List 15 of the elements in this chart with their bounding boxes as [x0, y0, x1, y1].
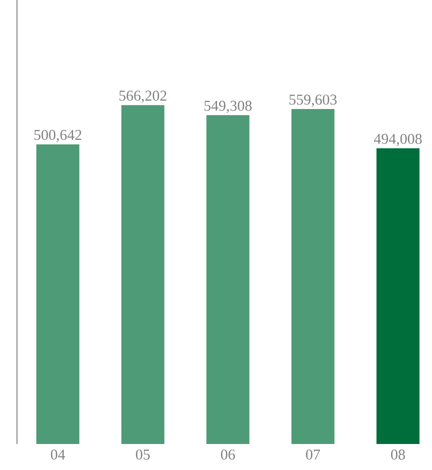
data-label: 559,603: [290, 94, 337, 107]
bar: [36, 144, 80, 444]
bar: [121, 105, 164, 444]
bar: [291, 109, 334, 444]
x-tick-label: 08: [391, 450, 405, 460]
data-label: 549,308: [204, 100, 252, 113]
data-label: 566,202: [119, 90, 166, 103]
data-label: 494,008: [374, 134, 422, 146]
bar: [376, 148, 420, 444]
x-tick-label: 07: [306, 450, 320, 460]
x-tick-label: 05: [136, 450, 150, 460]
bar: [206, 115, 250, 444]
data-label: 500,642: [34, 130, 82, 142]
x-tick-label: 06: [220, 450, 235, 460]
x-tick-label: 04: [50, 450, 66, 460]
